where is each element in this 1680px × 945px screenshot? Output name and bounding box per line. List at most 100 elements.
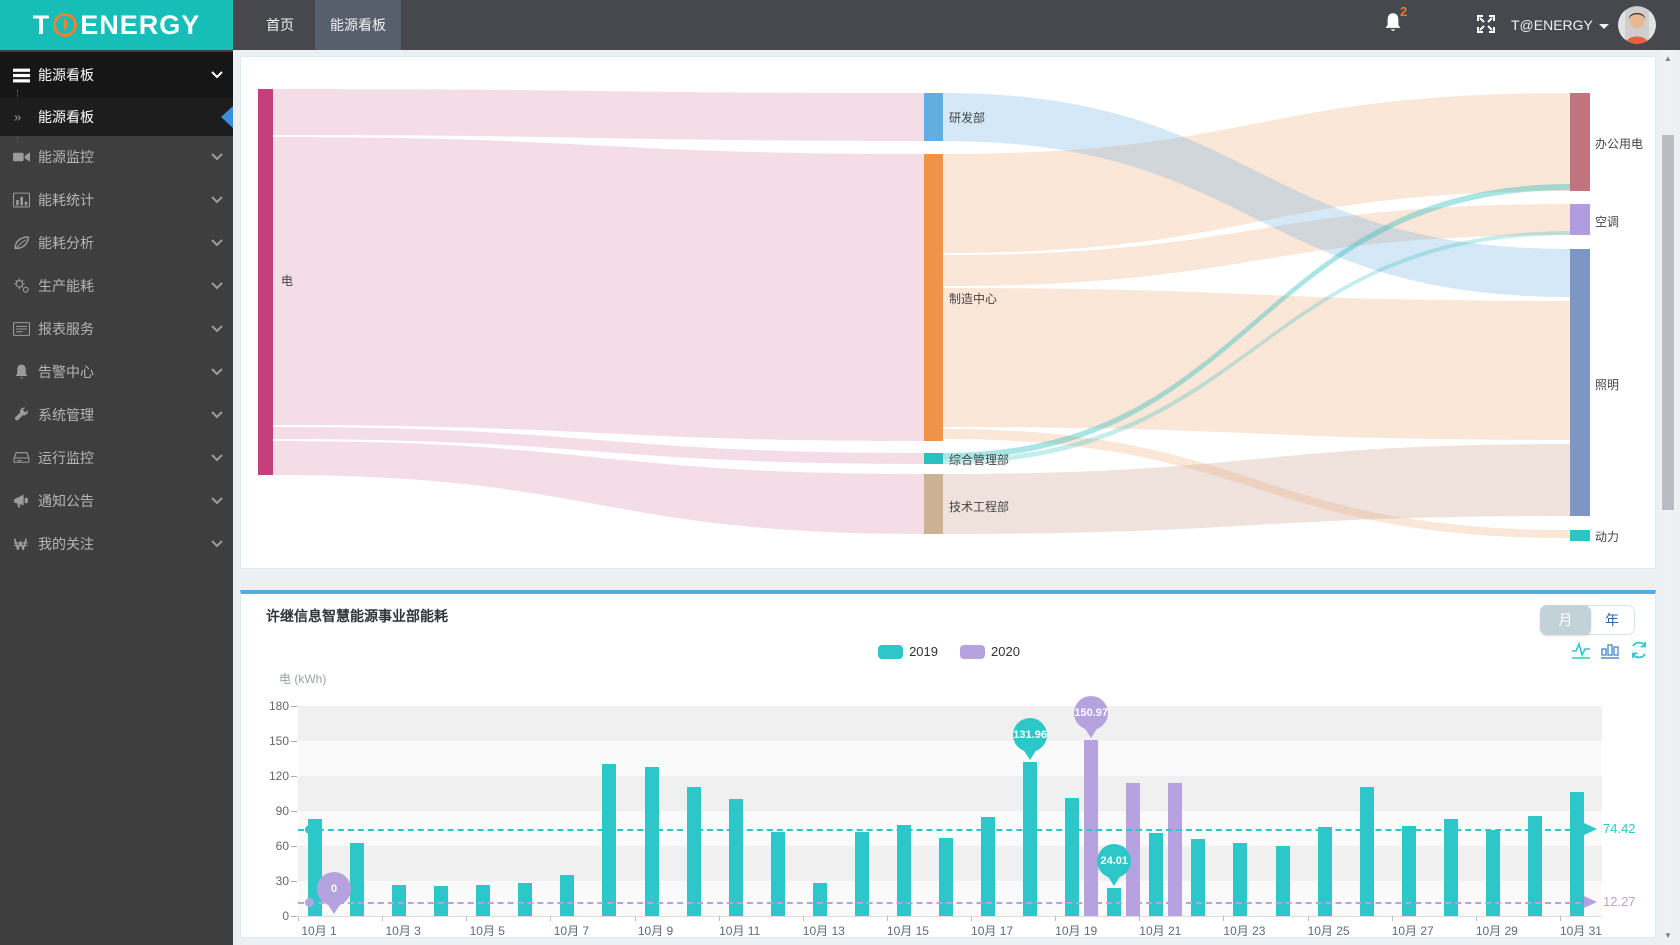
bar-2019[interactable] [1191,839,1206,916]
grid-band [298,776,1602,811]
bar-2019[interactable] [1317,827,1332,916]
bar-2019[interactable] [939,837,953,916]
sankey-node-yanfabu[interactable] [924,93,943,141]
y-tick-label: 30 [275,874,289,888]
bar-2019[interactable] [1527,815,1542,916]
sidebar-subitem-energy-dashboard[interactable]: » 能源看板 [0,98,233,136]
bar-2019[interactable] [392,884,407,916]
tab-home[interactable]: 首页 [266,17,294,33]
bar-2019[interactable] [1149,833,1164,916]
x-tick-mark [718,916,720,921]
user-avatar[interactable] [1618,6,1656,44]
bar-2019[interactable] [812,883,827,916]
chevron-down-icon [211,234,223,252]
flow-zhizao-dongli[interactable] [943,429,1570,538]
flow-zonghe-bangong[interactable] [943,184,1570,459]
month-toggle-button[interactable]: 月 [1540,605,1591,635]
flow-jishu-zhaoming[interactable] [943,444,1570,534]
scrollbar-down-arrow[interactable]: ▼ [1664,931,1672,940]
bar-2019[interactable] [1569,792,1584,916]
bar-2019[interactable] [981,816,996,916]
sidebar-item-energy-monitoring[interactable]: 能源监控 [0,135,233,178]
bar-2019[interactable] [560,875,575,916]
bar-2019[interactable] [1065,798,1080,916]
flow-dian-yanfabu[interactable] [273,89,924,141]
sidebar-item-notices[interactable]: 通知公告 [0,479,233,522]
bar-2019[interactable] [350,842,365,916]
flow-zhizao-zhaoming[interactable] [943,288,1570,440]
account-menu[interactable]: T@ENERGY [1511,0,1609,50]
flow-dian-zonghe[interactable] [273,427,924,464]
fullscreen-icon[interactable] [1476,14,1496,39]
y-tick-mark [291,706,297,707]
sidebar-item-system-management[interactable]: 系统管理 [0,393,233,436]
bar-2019[interactable] [854,832,869,916]
bar-2019[interactable] [1443,819,1458,916]
bar-2019[interactable] [434,885,449,916]
notification-bell-icon[interactable] [1383,12,1403,39]
flow-dian-zhizaozhongxin[interactable] [273,137,924,441]
camera-icon [13,148,30,165]
y-axis-name: 电 (kWh) [279,672,327,686]
tab-energy-dashboard[interactable]: 能源看板 [315,0,401,50]
scrollbar-thumb[interactable] [1662,135,1674,510]
bar-2019[interactable] [1023,762,1038,916]
sankey-node-jishu[interactable] [924,474,943,534]
bar-2019[interactable] [602,764,617,916]
bar-2019[interactable] [518,883,533,916]
flow-zonghe-kongtiao[interactable] [943,231,1570,464]
legend-item-2019[interactable]: 2019 [878,644,938,659]
bar-2019[interactable] [1275,846,1290,916]
refresh-icon[interactable] [1629,640,1649,660]
bar-2020[interactable] [1168,783,1183,916]
y-tick-label: 60 [275,839,289,853]
y-tick-label: 90 [275,804,289,818]
bar-2019[interactable] [896,825,911,916]
y-tick-mark [291,881,297,882]
bar-2019[interactable] [728,799,743,916]
bar-chart-tool-icon[interactable] [1600,640,1620,660]
legend-item-2020[interactable]: 2020 [960,644,1020,659]
notification-count-badge: 2 [1400,4,1408,19]
sidebar-item-runtime-monitoring[interactable]: 运行监控 [0,436,233,479]
sankey-node-dian[interactable] [258,89,273,475]
year-toggle-button[interactable]: 年 [1585,605,1635,635]
sidebar-item-alarm-center[interactable]: 告警中心 [0,350,233,393]
sankey-diagram [258,89,1590,541]
bar-2019[interactable] [686,786,701,916]
flow-zhizao-kongtiao[interactable] [943,204,1570,286]
sidebar-item-production-energy[interactable]: 生产能耗 [0,264,233,307]
sidebar-item-my-follows[interactable]: 我的关注 [0,522,233,565]
bar-2019[interactable] [1485,829,1500,916]
sankey-node-dongli[interactable] [1570,530,1590,541]
logo-leaf-icon [52,12,78,38]
sankey-node-zhaoming[interactable] [1570,249,1590,516]
bar-2020[interactable] [1084,739,1099,916]
point-marker-0: 0 [317,872,352,906]
sankey-node-zonghe[interactable] [924,453,943,464]
bar-2019[interactable] [644,766,659,916]
flow-dian-jishu[interactable] [273,441,924,534]
scrollbar-up-arrow[interactable]: ▲ [1664,54,1672,63]
bar-2019[interactable] [1359,786,1374,916]
x-tick-mark [1559,916,1561,921]
y-tick-mark [291,741,297,742]
grid-band [298,706,1602,741]
sankey-node-kongtiao[interactable] [1570,204,1590,235]
line-chart-tool-icon[interactable] [1571,640,1591,660]
flow-zhizao-bangong[interactable] [943,93,1570,253]
sidebar-item-report-service[interactable]: 报表服务 [0,307,233,350]
sidebar-item-consumption-stats[interactable]: 能耗统计 [0,178,233,221]
bar-2019[interactable] [1401,826,1416,916]
sidebar-item-energy-dashboard[interactable]: 能源看板 [0,52,233,98]
sankey-node-bangongyongdian[interactable] [1570,93,1590,191]
sankey-node-zhizaozhongxin[interactable] [924,154,943,441]
page-scrollbar[interactable]: ▲ ▼ [1660,50,1676,945]
sidebar-item-consumption-analysis[interactable]: 能耗分析 [0,221,233,264]
bar-2020[interactable] [1126,783,1141,916]
bar-2019[interactable] [1233,842,1248,916]
bar-2019[interactable] [770,832,785,916]
chevron-down-icon [211,363,223,381]
flow-yanfa-zhaoming[interactable] [943,93,1570,297]
bar-2019[interactable] [476,884,491,916]
